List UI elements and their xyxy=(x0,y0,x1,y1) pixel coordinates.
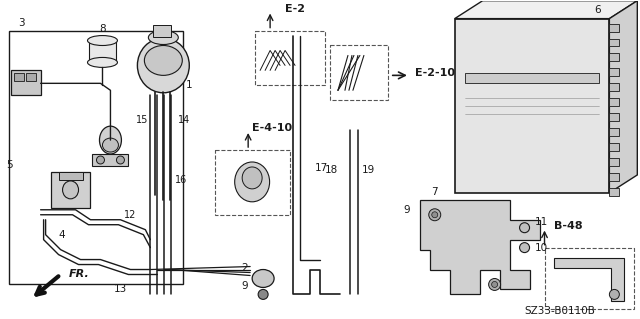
Text: 7: 7 xyxy=(431,187,438,197)
Polygon shape xyxy=(420,200,540,294)
Ellipse shape xyxy=(63,181,79,199)
Ellipse shape xyxy=(252,270,274,287)
Ellipse shape xyxy=(99,126,122,154)
Bar xyxy=(93,154,129,166)
Bar xyxy=(609,68,620,76)
Text: E-2: E-2 xyxy=(285,4,305,14)
Bar xyxy=(255,31,325,85)
Bar xyxy=(609,24,620,32)
Text: 12: 12 xyxy=(124,210,136,220)
Ellipse shape xyxy=(138,38,189,93)
Text: B-48: B-48 xyxy=(554,221,583,231)
Circle shape xyxy=(258,289,268,300)
Text: 3: 3 xyxy=(19,18,26,27)
Text: 4: 4 xyxy=(59,230,65,240)
Circle shape xyxy=(432,212,438,218)
Text: 8: 8 xyxy=(99,24,106,33)
Ellipse shape xyxy=(145,46,182,75)
Text: 10: 10 xyxy=(534,243,548,253)
Bar xyxy=(609,173,620,181)
Ellipse shape xyxy=(148,31,179,45)
Ellipse shape xyxy=(88,57,118,67)
Text: 1: 1 xyxy=(186,80,193,90)
Circle shape xyxy=(520,223,529,233)
Text: 14: 14 xyxy=(179,115,191,125)
Text: E-4-10: E-4-10 xyxy=(252,123,292,133)
Bar xyxy=(609,188,620,196)
Text: 9: 9 xyxy=(403,205,410,215)
Bar xyxy=(609,54,620,62)
Bar xyxy=(51,172,90,208)
Bar xyxy=(609,113,620,121)
Bar xyxy=(609,158,620,166)
Bar xyxy=(609,98,620,106)
Bar xyxy=(59,172,83,180)
Text: 16: 16 xyxy=(175,175,188,185)
Circle shape xyxy=(97,156,104,164)
Polygon shape xyxy=(454,1,637,19)
Circle shape xyxy=(116,156,124,164)
Bar xyxy=(545,248,634,309)
Text: E-2-10: E-2-10 xyxy=(415,68,455,78)
Bar xyxy=(609,128,620,136)
Text: 2: 2 xyxy=(241,263,248,272)
Bar xyxy=(609,39,620,47)
Polygon shape xyxy=(609,1,637,193)
Ellipse shape xyxy=(242,167,262,189)
Text: 17: 17 xyxy=(315,163,328,173)
Bar xyxy=(465,73,600,83)
Text: 11: 11 xyxy=(534,217,548,227)
Circle shape xyxy=(488,278,500,290)
Circle shape xyxy=(429,209,441,221)
Ellipse shape xyxy=(235,162,269,202)
Bar xyxy=(609,83,620,91)
Text: FR.: FR. xyxy=(68,270,90,279)
Text: 9: 9 xyxy=(241,281,248,292)
Circle shape xyxy=(520,243,529,253)
Text: 13: 13 xyxy=(114,285,127,294)
Ellipse shape xyxy=(102,138,118,152)
Bar xyxy=(26,73,36,81)
Bar xyxy=(609,143,620,151)
Bar xyxy=(11,70,40,95)
Bar xyxy=(88,41,116,63)
Bar xyxy=(215,150,290,215)
Bar xyxy=(454,19,609,193)
Text: 18: 18 xyxy=(324,165,338,175)
Text: 15: 15 xyxy=(136,115,148,125)
Text: 6: 6 xyxy=(595,5,601,15)
Circle shape xyxy=(492,281,498,287)
Ellipse shape xyxy=(88,35,118,46)
Bar xyxy=(154,25,172,37)
Bar xyxy=(9,31,183,285)
Polygon shape xyxy=(554,257,625,301)
Text: SZ33-B0110B: SZ33-B0110B xyxy=(524,306,595,316)
Bar xyxy=(13,73,24,81)
Text: 19: 19 xyxy=(362,165,375,175)
Bar xyxy=(330,46,388,100)
Circle shape xyxy=(609,289,620,300)
Text: 5: 5 xyxy=(6,160,13,170)
